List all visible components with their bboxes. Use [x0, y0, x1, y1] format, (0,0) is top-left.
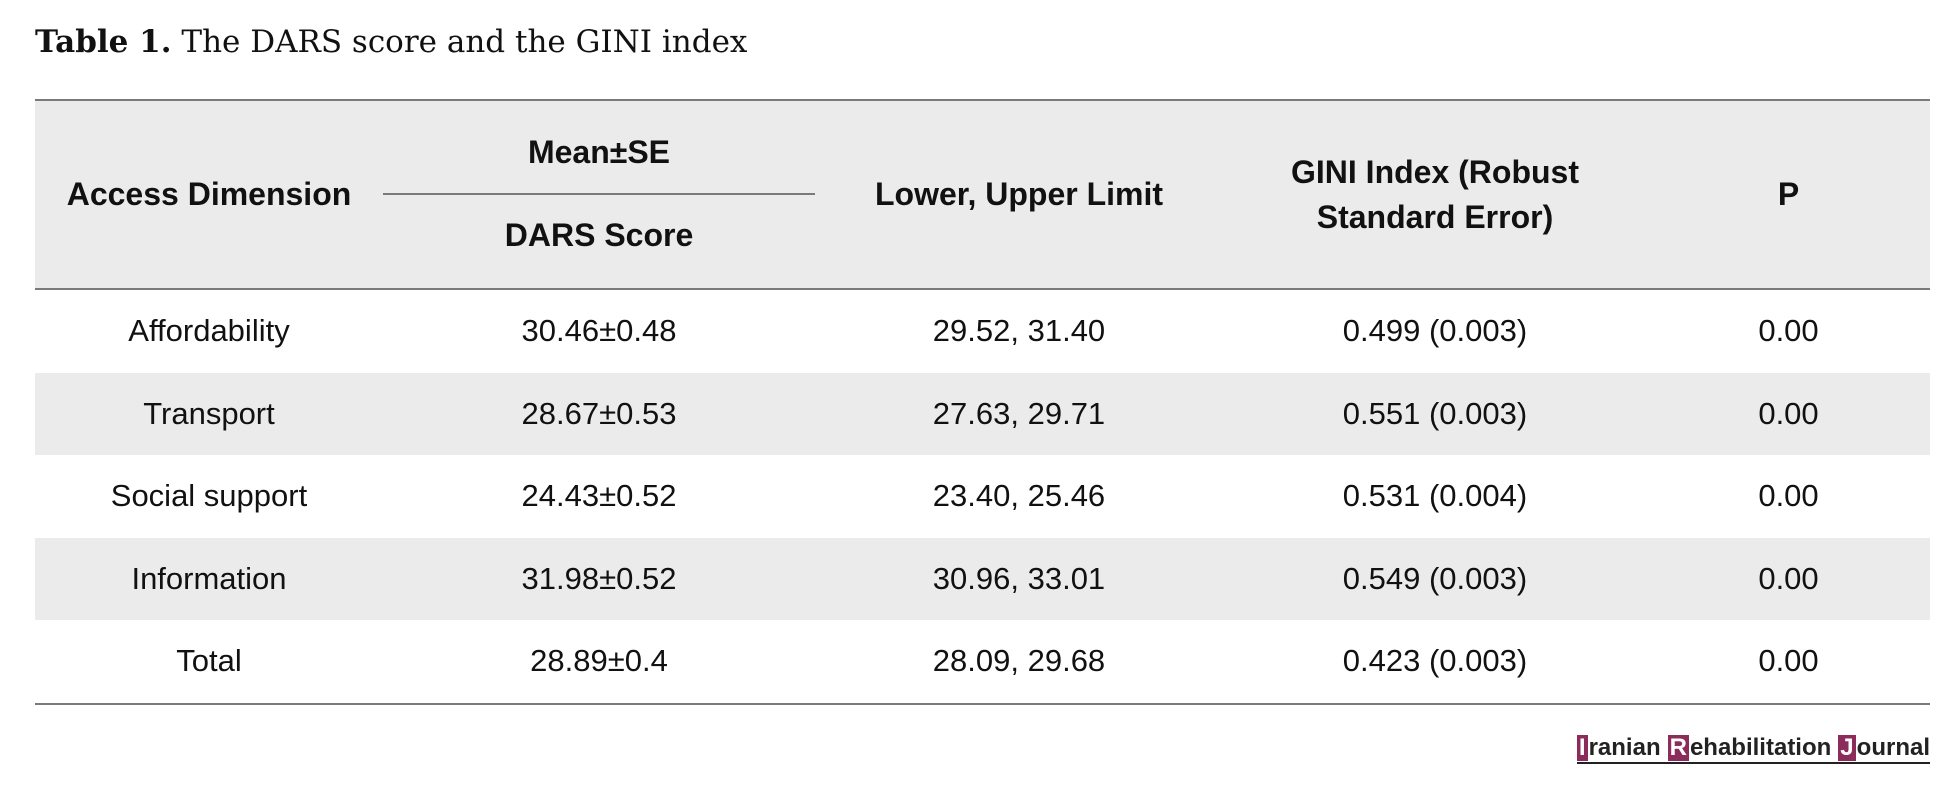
cell-p: 0.00	[1647, 372, 1930, 455]
table-body: Affordability 30.46±0.48 29.52, 31.40 0.…	[35, 289, 1930, 705]
header-dars-score: DARS Score	[383, 195, 815, 290]
table-caption-text: The DARS score and the GINI index	[181, 24, 748, 60]
header-mean-se: Mean±SE	[383, 99, 815, 195]
cell-limits: 27.63, 29.71	[815, 372, 1223, 455]
journal-logo-initial-r: R	[1667, 734, 1689, 761]
cell-gini: 0.423 (0.003)	[1223, 620, 1647, 705]
cell-dimension: Information	[35, 537, 383, 620]
journal-logo-initial-j: J	[1838, 734, 1856, 761]
cell-gini: 0.531 (0.004)	[1342, 478, 1528, 514]
table-row: Information 31.98±0.52 30.96, 33.01 0.54…	[35, 537, 1930, 620]
data-table-container: Access Dimension Mean±SE Lower, Upper Li…	[35, 99, 1930, 705]
table-header: Access Dimension Mean±SE Lower, Upper Li…	[35, 99, 1930, 290]
cell-dars-score: 31.98±0.52	[383, 537, 815, 620]
table-caption-label: Table 1.	[35, 24, 172, 60]
cell-limits: 23.40, 25.46	[932, 478, 1106, 514]
cell-dars-score: 28.67±0.53	[383, 372, 815, 455]
header-p: P	[1647, 99, 1930, 290]
header-mean-se-rule	[383, 193, 815, 195]
table-row: Transport 28.67±0.53 27.63, 29.71 0.551 …	[35, 372, 1930, 455]
cell-p: 0.00	[1647, 620, 1930, 705]
cell-dars-score: 24.43±0.52	[521, 478, 677, 514]
cell-p: 0.00	[1758, 478, 1819, 514]
cell-limits: 28.09, 29.68	[815, 620, 1223, 705]
cell-gini: 0.551 (0.003)	[1223, 372, 1647, 455]
journal-logo-word-journal: ournal	[1856, 734, 1930, 761]
cell-p: 0.00	[1647, 537, 1930, 620]
header-dars-score-label: DARS Score	[504, 217, 694, 253]
table-caption: Table 1. The DARS score and the GINI ind…	[35, 22, 747, 62]
cell-dars-score: 28.89±0.4	[383, 620, 815, 705]
header-mean-se-label: Mean±SE	[527, 133, 671, 170]
journal-logo-word-iranian: ranian	[1588, 734, 1661, 761]
cell-gini: 0.499 (0.003)	[1342, 313, 1528, 349]
cell-dimension: Transport	[35, 372, 383, 455]
table-row: Total 28.89±0.4 28.09, 29.68 0.423 (0.00…	[35, 620, 1930, 705]
table-row: Social support 24.43±0.52 23.40, 25.46 0…	[35, 455, 1930, 538]
journal-logo-initial-i: I	[1576, 734, 1588, 761]
header-gini-index: GINI Index (Robust Standard Error)	[1223, 99, 1647, 290]
table-row: Affordability 30.46±0.48 29.52, 31.40 0.…	[35, 289, 1930, 373]
cell-dimension: Social support	[110, 478, 308, 514]
cell-gini: 0.549 (0.003)	[1223, 537, 1647, 620]
cell-dimension: Total	[35, 620, 383, 705]
header-access-dimension: Access Dimension	[35, 99, 383, 290]
dars-gini-table: Access Dimension Mean±SE Lower, Upper Li…	[35, 99, 1930, 705]
cell-limits: 29.52, 31.40	[932, 313, 1106, 349]
cell-limits: 30.96, 33.01	[815, 537, 1223, 620]
cell-p: 0.00	[1758, 313, 1819, 349]
cell-dars-score: 30.46±0.48	[521, 313, 677, 349]
journal-logo-word-rehabilitation: ehabilitation	[1689, 734, 1832, 761]
cell-dimension: Affordability	[128, 313, 290, 349]
header-lower-upper-limit: Lower, Upper Limit	[815, 99, 1223, 290]
